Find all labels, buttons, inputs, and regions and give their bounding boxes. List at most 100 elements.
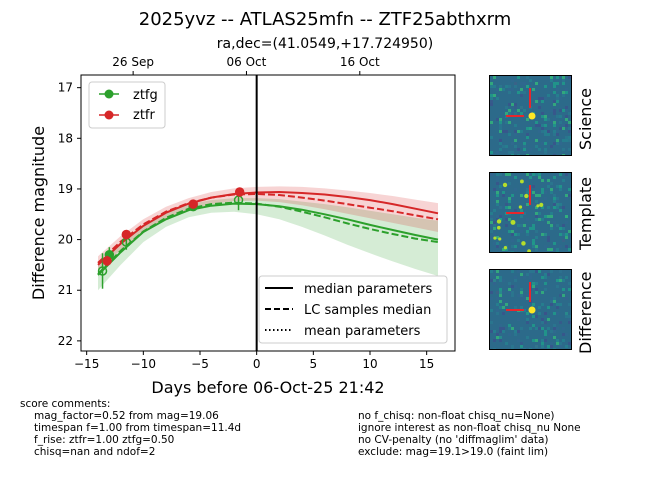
noise-pixel bbox=[547, 94, 550, 97]
noise-pixel bbox=[511, 227, 514, 230]
noise-pixel bbox=[535, 230, 538, 233]
noise-pixel bbox=[556, 248, 559, 251]
noise-pixel bbox=[493, 85, 496, 88]
noise-pixel bbox=[496, 200, 499, 203]
noise-pixel bbox=[496, 151, 499, 154]
noise-pixel bbox=[490, 330, 493, 333]
noise-pixel bbox=[568, 282, 571, 285]
noise-pixel bbox=[517, 239, 520, 242]
noise-pixel bbox=[532, 203, 535, 206]
noise-pixel bbox=[517, 318, 520, 321]
noise-pixel bbox=[556, 339, 559, 342]
noise-pixel bbox=[532, 224, 535, 227]
noise-pixel bbox=[550, 212, 553, 215]
noise-pixel bbox=[502, 145, 505, 148]
noise-pixel bbox=[538, 212, 541, 215]
noise-pixel bbox=[559, 115, 562, 118]
noise-pixel bbox=[553, 118, 556, 121]
noise-pixel bbox=[493, 330, 496, 333]
noise-pixel bbox=[499, 124, 502, 127]
noise-pixel bbox=[499, 215, 502, 218]
noise-pixel bbox=[559, 185, 562, 188]
legend-label-mean: mean parameters bbox=[304, 324, 421, 339]
noise-pixel bbox=[520, 345, 523, 348]
noise-pixel bbox=[544, 273, 547, 276]
noise-pixel bbox=[508, 91, 511, 94]
top-tick-label: 16 Oct bbox=[340, 55, 380, 69]
noise-pixel bbox=[538, 306, 541, 309]
noise-pixel bbox=[538, 194, 541, 197]
noise-pixel bbox=[535, 124, 538, 127]
noise-pixel bbox=[496, 270, 499, 273]
noise-pixel bbox=[562, 139, 565, 142]
noise-pixel bbox=[553, 91, 556, 94]
noise-pixel bbox=[523, 297, 526, 300]
noise-pixel bbox=[562, 233, 565, 236]
noise-pixel bbox=[502, 330, 505, 333]
star-blob bbox=[527, 249, 531, 252]
noise-pixel bbox=[508, 182, 511, 185]
noise-pixel bbox=[553, 197, 556, 200]
noise-pixel bbox=[502, 248, 505, 251]
point-marker bbox=[97, 266, 108, 276]
noise-pixel bbox=[562, 333, 565, 336]
noise-pixel bbox=[553, 194, 556, 197]
noise-pixel bbox=[565, 109, 568, 112]
noise-pixel bbox=[520, 327, 523, 330]
noise-pixel bbox=[508, 85, 511, 88]
star-blob bbox=[518, 205, 523, 209]
transient-source bbox=[528, 112, 536, 120]
noise-pixel bbox=[529, 227, 532, 230]
y-axis-label: Difference magnitude bbox=[29, 126, 48, 300]
noise-pixel bbox=[565, 197, 568, 200]
noise-pixel bbox=[505, 176, 508, 179]
noise-pixel bbox=[550, 297, 553, 300]
noise-pixel bbox=[496, 203, 499, 206]
noise-pixel bbox=[541, 318, 544, 321]
noise-pixel bbox=[529, 273, 532, 276]
noise-pixel bbox=[514, 209, 517, 212]
noise-pixel bbox=[490, 85, 493, 88]
noise-pixel bbox=[547, 118, 550, 121]
noise-pixel bbox=[517, 224, 520, 227]
noise-pixel bbox=[535, 139, 538, 142]
noise-pixel bbox=[523, 91, 526, 94]
noise-pixel bbox=[499, 324, 502, 327]
noise-pixel bbox=[490, 218, 493, 221]
noise-pixel bbox=[556, 139, 559, 142]
noise-pixel bbox=[493, 348, 496, 349]
noise-pixel bbox=[496, 242, 499, 245]
band-ztfr bbox=[98, 186, 438, 271]
noise-pixel bbox=[520, 224, 523, 227]
noise-pixel bbox=[556, 312, 559, 315]
noise-pixel bbox=[568, 188, 571, 191]
noise-pixel bbox=[541, 345, 544, 348]
noise-pixel bbox=[502, 191, 505, 194]
noise-pixel bbox=[541, 115, 544, 118]
noise-pixel bbox=[514, 279, 517, 282]
noise-pixel bbox=[541, 206, 544, 209]
noise-pixel bbox=[535, 345, 538, 348]
noise-pixel bbox=[562, 124, 565, 127]
noise-pixel bbox=[523, 206, 526, 209]
noise-pixel bbox=[544, 118, 547, 121]
noise-pixel bbox=[535, 291, 538, 294]
noise-pixel bbox=[556, 130, 559, 133]
star-blob bbox=[496, 225, 501, 230]
noise-pixel bbox=[517, 330, 520, 333]
noise-pixel bbox=[502, 327, 505, 330]
noise-pixel bbox=[514, 130, 517, 133]
noise-pixel bbox=[556, 279, 559, 282]
noise-pixel bbox=[508, 218, 511, 221]
noise-pixel bbox=[517, 270, 520, 273]
noise-pixel bbox=[511, 251, 514, 252]
noise-pixel bbox=[493, 282, 496, 285]
noise-pixel bbox=[541, 339, 544, 342]
noise-pixel bbox=[496, 245, 499, 248]
noise-pixel bbox=[511, 245, 514, 248]
difference-cutout bbox=[489, 269, 572, 350]
y-tick-label: 21 bbox=[58, 283, 73, 297]
noise-pixel bbox=[544, 276, 547, 279]
noise-pixel bbox=[508, 327, 511, 330]
noise-pixel bbox=[526, 188, 529, 191]
